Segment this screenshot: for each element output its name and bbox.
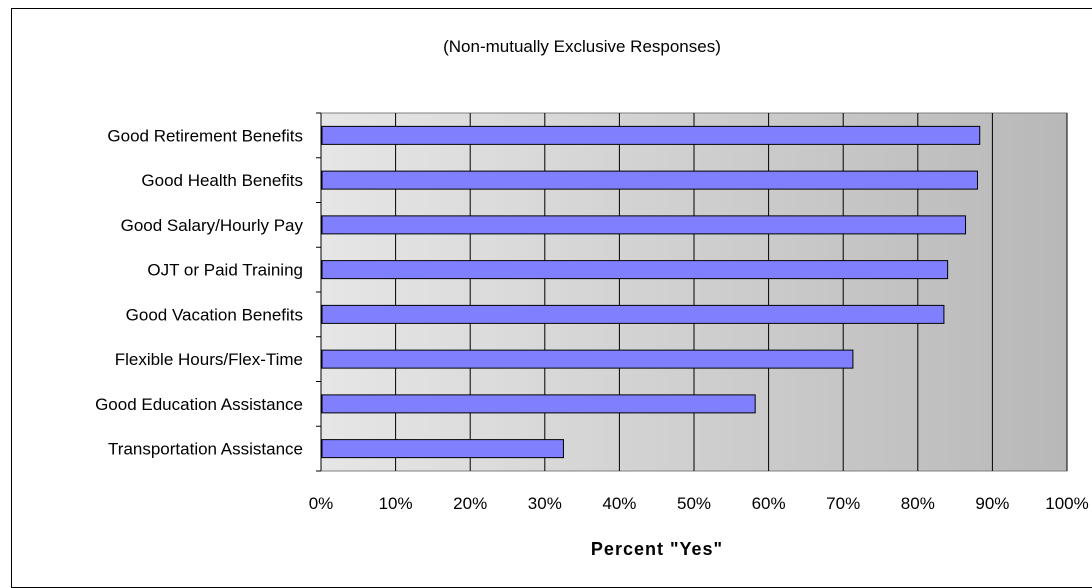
category-label: Good Retirement Benefits <box>107 126 303 145</box>
category-label: Good Salary/Hourly Pay <box>121 216 304 235</box>
category-label: Flexible Hours/Flex-Time <box>115 350 303 369</box>
x-tick-label: 60% <box>752 494 786 513</box>
category-label: Good Education Assistance <box>95 395 303 414</box>
bar <box>321 394 756 414</box>
category-label: Transportation Assistance <box>108 440 303 459</box>
x-tick-label: 80% <box>901 494 935 513</box>
x-tick-labels: 0% 10% 20% 30% 40% 50% 60% 70% 80% 90% 100% <box>309 494 1089 513</box>
x-tick-label: 90% <box>975 494 1009 513</box>
x-tick-label: 50% <box>677 494 711 513</box>
x-axis-title: Percent "Yes" <box>591 539 723 559</box>
category-labels: Good Retirement Benefits Good Health Bene… <box>95 126 303 458</box>
chart-subtitle: (Non-mutually Exclusive Responses) <box>443 37 721 56</box>
x-tick-label: 10% <box>379 494 413 513</box>
x-tick-label: 30% <box>528 494 562 513</box>
category-label: Good Health Benefits <box>141 171 303 190</box>
x-tick-label: 20% <box>453 494 487 513</box>
x-tick-label: 40% <box>602 494 636 513</box>
category-label: OJT or Paid Training <box>147 261 303 280</box>
x-tick-label: 70% <box>826 494 860 513</box>
bar <box>321 260 949 280</box>
bar <box>321 304 945 324</box>
bar <box>321 349 854 369</box>
bar <box>321 439 564 459</box>
bar <box>321 125 981 145</box>
x-tick-label: 100% <box>1045 494 1088 513</box>
bar-chart: (Non-mutually Exclusive Responses) Good … <box>95 37 1089 559</box>
x-tick-label: 0% <box>309 494 334 513</box>
bars <box>321 125 981 459</box>
bar <box>321 170 978 190</box>
category-label: Good Vacation Benefits <box>126 305 303 324</box>
bar <box>321 215 967 235</box>
y-axis-ticks <box>316 112 321 472</box>
